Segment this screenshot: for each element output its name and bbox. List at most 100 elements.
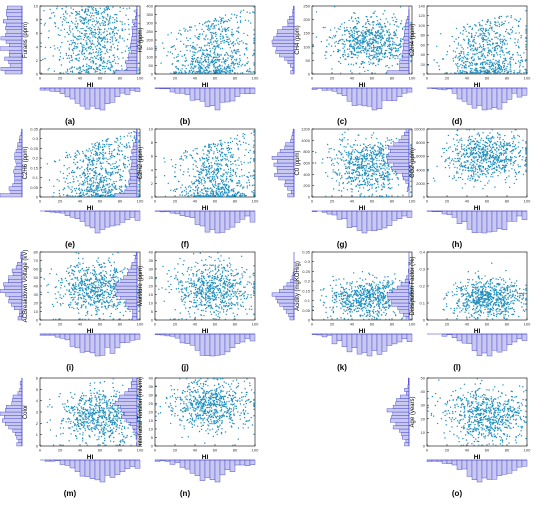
data-point xyxy=(106,18,108,21)
data-point xyxy=(365,33,368,35)
data-point xyxy=(475,72,477,75)
data-point xyxy=(104,152,107,154)
histogram-bar xyxy=(451,87,458,94)
data-point xyxy=(223,68,225,70)
data-point xyxy=(368,53,370,55)
data-point xyxy=(91,176,94,179)
data-point xyxy=(71,48,74,51)
data-point xyxy=(239,20,242,22)
data-point xyxy=(253,144,255,146)
data-point xyxy=(525,71,527,74)
data-point xyxy=(79,31,81,33)
data-point xyxy=(410,60,412,62)
data-point xyxy=(53,45,55,47)
data-point xyxy=(64,19,66,21)
x-tick-label: 20 xyxy=(330,76,335,81)
data-point xyxy=(525,30,527,32)
data-point xyxy=(164,195,167,197)
data-point xyxy=(112,173,114,175)
data-point xyxy=(98,142,101,144)
data-point xyxy=(371,146,373,148)
data-point xyxy=(128,132,130,134)
data-point xyxy=(112,72,114,75)
data-point xyxy=(384,42,387,45)
data-point xyxy=(211,175,213,178)
histogram-bar xyxy=(131,159,138,164)
data-point xyxy=(72,35,74,37)
data-point xyxy=(395,54,398,57)
data-point xyxy=(500,72,502,74)
histogram-bar xyxy=(7,5,23,10)
histogram-bar xyxy=(403,46,410,51)
data-point xyxy=(47,69,49,71)
data-point xyxy=(201,178,203,181)
data-point xyxy=(217,183,219,185)
data-point xyxy=(97,13,100,15)
data-point xyxy=(481,61,484,64)
data-point xyxy=(44,57,46,60)
data-point xyxy=(220,33,222,36)
data-point xyxy=(191,71,194,74)
data-point xyxy=(208,177,210,179)
data-point xyxy=(179,33,182,35)
data-point xyxy=(348,31,350,33)
data-point xyxy=(253,189,255,192)
data-point xyxy=(99,146,102,148)
data-point xyxy=(356,33,358,35)
data-point xyxy=(211,166,213,168)
data-point xyxy=(119,159,121,161)
data-point xyxy=(468,39,470,41)
data-point xyxy=(484,63,487,65)
data-point xyxy=(379,23,381,25)
data-point xyxy=(351,16,353,18)
data-point xyxy=(224,60,226,62)
histogram-bar xyxy=(496,87,503,110)
x-tick-label: 0 xyxy=(426,76,429,81)
data-point xyxy=(246,11,248,13)
data-point xyxy=(238,43,240,45)
data-point xyxy=(113,34,115,37)
data-point xyxy=(472,49,474,52)
data-point xyxy=(228,148,231,151)
data-point xyxy=(511,26,514,28)
data-point xyxy=(74,41,76,44)
data-point xyxy=(336,161,338,164)
data-point xyxy=(377,60,379,63)
panel-caption: (a) xyxy=(65,117,75,126)
data-point xyxy=(215,71,217,73)
data-point xyxy=(214,182,217,184)
data-point xyxy=(122,37,124,40)
histogram-bar xyxy=(134,87,141,92)
histogram-bar xyxy=(84,210,91,227)
data-point xyxy=(186,155,188,158)
data-point xyxy=(220,178,222,180)
data-point xyxy=(82,38,85,41)
data-point xyxy=(228,43,230,46)
histogram-bar xyxy=(14,152,23,157)
data-point xyxy=(495,49,497,52)
data-point xyxy=(241,72,244,74)
data-point xyxy=(215,188,218,190)
histogram-bar xyxy=(386,70,410,75)
data-point xyxy=(214,145,216,148)
data-point xyxy=(84,173,86,175)
data-point xyxy=(61,24,64,26)
data-point xyxy=(479,69,481,72)
data-point xyxy=(83,53,85,55)
data-point xyxy=(118,41,120,43)
data-point xyxy=(227,19,230,21)
data-point xyxy=(202,168,204,170)
data-point xyxy=(198,64,201,67)
data-point xyxy=(92,9,95,11)
data-point xyxy=(494,36,496,38)
data-point xyxy=(362,45,364,48)
data-point xyxy=(56,8,58,10)
data-point xyxy=(90,163,92,166)
data-point xyxy=(481,53,483,55)
data-point xyxy=(87,23,90,25)
data-point xyxy=(251,191,253,193)
data-point xyxy=(97,54,99,56)
data-point xyxy=(357,17,360,19)
data-point xyxy=(410,22,412,24)
data-point xyxy=(213,63,215,65)
